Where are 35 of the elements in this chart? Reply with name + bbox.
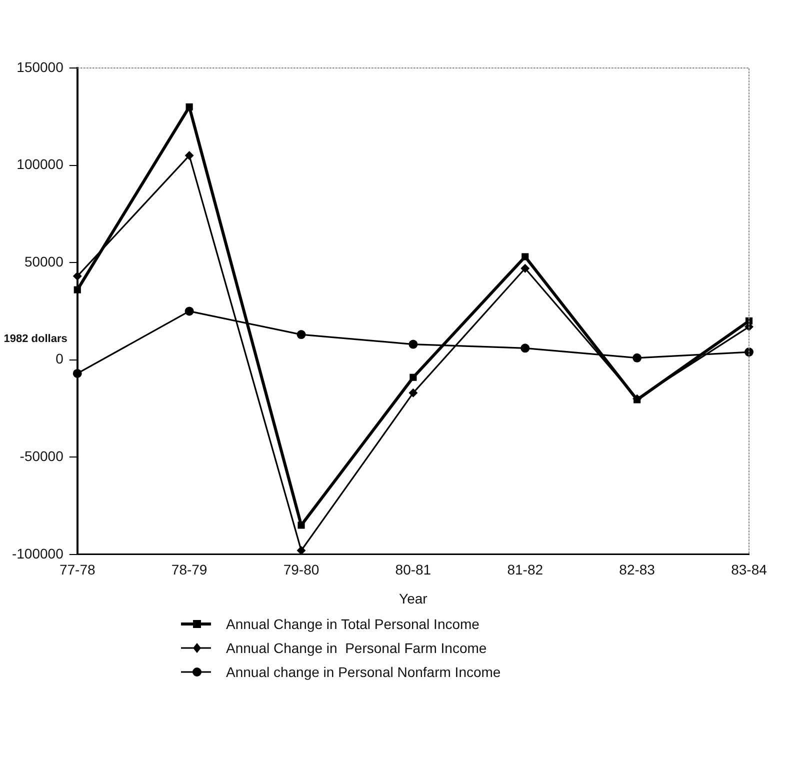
y-tick-label: 50000 [24,253,64,270]
x-tick-label: 82-83 [619,562,656,578]
x-tick-label: 80-81 [395,562,432,578]
point [296,330,306,340]
x-tick-label: 83-84 [731,562,768,578]
y-axis-title: 1982 dollars [4,332,68,345]
point [408,340,418,349]
x-tick-label: 79-80 [283,562,320,578]
point [298,522,305,529]
y-tick-label: 150000 [16,58,64,75]
point [72,368,82,378]
y-tick-label: -50000 [20,448,64,464]
point [520,344,530,353]
point [184,306,194,316]
point [634,396,641,404]
legend-label: Annual change in Personal Nonfarm Income [226,664,501,680]
point [744,348,754,357]
point [72,272,82,281]
point [74,286,81,294]
point [186,103,193,110]
x-tick-label: 81-82 [507,562,544,578]
legend-label: Annual Change in Total Personal Income [226,616,480,632]
x-axis-title: Year [399,590,428,606]
point [522,253,529,260]
y-tick-label: 0 [56,350,64,367]
point [184,151,194,160]
y-tick-label: -100000 [12,545,64,562]
x-tick-label: 77-78 [59,562,96,578]
point [520,264,530,273]
point [410,374,417,381]
legend-label: Annual Change in Personal Farm Income [226,640,487,656]
x-tick-label: 78-79 [171,562,208,578]
y-tick-label: 100000 [16,156,64,172]
point [408,388,418,398]
point [632,353,642,362]
